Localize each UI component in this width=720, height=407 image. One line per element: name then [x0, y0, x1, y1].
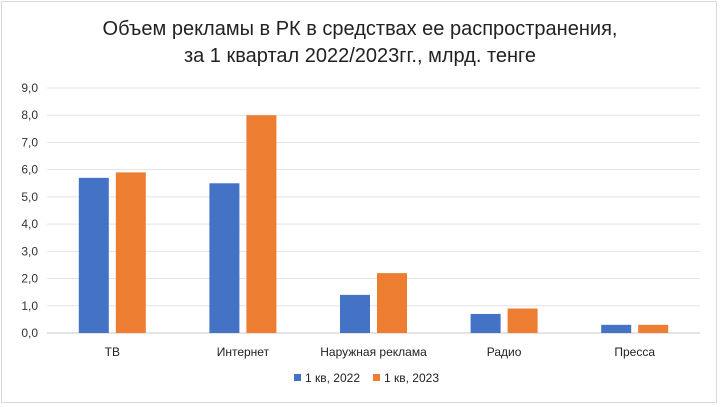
- y-tick-label: 5,0: [21, 190, 38, 204]
- y-tick-label: 4,0: [21, 217, 38, 231]
- x-category-label: Пресса: [614, 345, 655, 359]
- bar: [246, 115, 277, 333]
- bar: [340, 294, 370, 333]
- chart-title-block: Объем рекламы в РК в средствах ее распро…: [2, 16, 718, 70]
- chart-title: Объем рекламы в РК в средствах ее распро…: [102, 18, 618, 40]
- legend: 1 кв, 2022 1 кв, 2023: [294, 371, 439, 385]
- x-category-label: ТВ: [105, 345, 120, 359]
- y-tick-label: 9,0: [21, 81, 38, 95]
- legend-label: 1 кв, 2022: [305, 371, 360, 385]
- legend-label: 1 кв, 2023: [384, 371, 439, 385]
- y-tick-label: 6,0: [21, 163, 38, 177]
- bars: [78, 115, 669, 333]
- legend-swatch: [373, 374, 380, 381]
- bar: [377, 273, 407, 333]
- legend-swatch: [294, 374, 301, 381]
- y-tick-label: 2,0: [21, 272, 38, 286]
- bar: [209, 183, 240, 333]
- x-category-label: Радио: [487, 345, 522, 359]
- bar: [638, 324, 669, 333]
- y-tick-label: 0,0: [21, 326, 38, 340]
- bar: [470, 313, 501, 333]
- x-axis: ТВ Интернет Наружная реклама Радио Пресса: [105, 345, 656, 359]
- y-tick-label: 3,0: [21, 244, 38, 258]
- bar: [507, 308, 538, 333]
- y-axis: 0,0 1,0 2,0 3,0 4,0 5,0 6,0 7,0 8,0 9,0: [21, 81, 38, 340]
- y-tick-label: 8,0: [21, 108, 38, 122]
- bar: [78, 177, 109, 333]
- bar: [115, 172, 146, 333]
- y-tick-label: 7,0: [21, 135, 38, 149]
- bar: [601, 324, 632, 333]
- x-category-label: Интернет: [217, 345, 270, 359]
- gridlines: [47, 87, 700, 334]
- x-category-label: Наружная реклама: [320, 345, 427, 359]
- chart-subtitle: за 1 квартал 2022/2023гг., млрд. тенге: [183, 45, 537, 67]
- y-tick-label: 1,0: [21, 299, 38, 313]
